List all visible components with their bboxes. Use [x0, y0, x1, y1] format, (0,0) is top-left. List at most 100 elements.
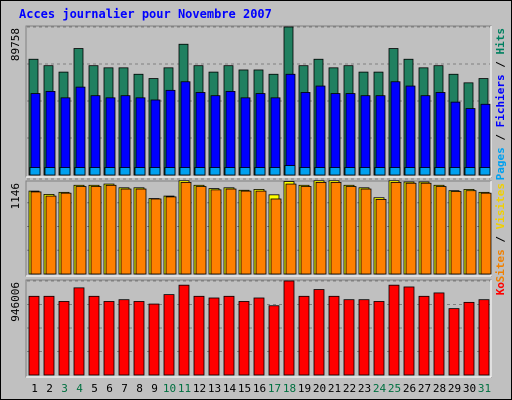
bar-pages-day-5 [89, 167, 101, 176]
bar-fichiers-day-9 [150, 99, 161, 176]
panel-top: 89758 Pages / Fichiers / Hits [9, 25, 507, 180]
bar-fichiers-day-10 [165, 89, 176, 176]
chart-panels: 89758 Pages / Fichiers / Hits 1146 Sites / … [9, 25, 507, 378]
bar-pages-day-19 [299, 167, 311, 176]
bar-sites-day-12 [195, 186, 207, 275]
bar-sites-day-30 [465, 190, 477, 275]
panel-top-ymax-label: 89758 [9, 28, 22, 61]
x-tick-label: 26 [403, 382, 416, 395]
legend-entry: / [494, 229, 507, 249]
bar-sites-day-18 [285, 183, 297, 275]
bar-pages-day-23 [359, 167, 371, 176]
x-tick-label: 21 [328, 382, 341, 395]
bar-sites-day-28 [435, 186, 447, 275]
bar-ko-day-17 [268, 305, 280, 376]
x-tick-label: 2 [46, 382, 53, 395]
bar-pages-day-20 [314, 167, 326, 176]
bar-ko-day-28 [433, 292, 445, 376]
legend-entry: Pages [494, 147, 507, 180]
bar-pages-day-1 [29, 167, 41, 176]
x-tick-label: 29 [448, 382, 461, 395]
panel-top-legend: Pages / Fichiers / Hits [494, 28, 507, 180]
bar-pages-day-3 [59, 167, 71, 176]
bar-fichiers-day-31 [480, 103, 491, 176]
bar-ko-day-4 [73, 287, 85, 376]
x-tick-label: 1 [31, 382, 38, 395]
bar-sites-day-14 [225, 188, 237, 275]
bar-fichiers-day-30 [465, 108, 476, 176]
panel-bottom-ymax-label: 946006 [9, 282, 22, 322]
bar-sites-day-9 [150, 198, 162, 275]
bar-fichiers-day-18 [285, 73, 296, 176]
bar-sites-day-3 [60, 192, 72, 275]
bar-sites-day-27 [420, 182, 432, 275]
bar-ko-day-9 [148, 303, 160, 376]
legend-entry: Fichiers [494, 74, 507, 127]
x-tick-label: 24 [373, 382, 387, 395]
bar-fichiers-day-19 [300, 92, 311, 176]
bar-fichiers-day-20 [315, 85, 326, 176]
legend-entry: / [494, 127, 507, 147]
bar-pages-day-11 [179, 167, 191, 176]
bar-pages-day-26 [404, 167, 416, 176]
bar-ko-day-19 [298, 295, 310, 376]
bar-pages-day-28 [434, 167, 446, 176]
legend-entry: Visites [494, 183, 507, 229]
bar-sites-day-4 [75, 186, 87, 275]
bar-sites-day-2 [45, 195, 57, 275]
bar-ko-day-11 [178, 284, 190, 376]
x-tick-label: 9 [151, 382, 158, 395]
x-tick-label: 30 [463, 382, 476, 395]
x-tick-label: 28 [433, 382, 446, 395]
bar-pages-day-7 [119, 167, 131, 176]
bar-ko-day-26 [403, 286, 415, 376]
bar-fichiers-day-24 [375, 95, 386, 176]
x-tick-label: 17 [268, 382, 281, 395]
x-tick-label: 15 [238, 382, 251, 395]
bar-ko-day-6 [103, 301, 115, 376]
bar-fichiers-day-7 [120, 95, 131, 176]
x-tick-label: 23 [358, 382, 371, 395]
x-tick-label: 27 [418, 382, 431, 395]
bar-pages-day-10 [164, 167, 176, 176]
bar-pages-day-2 [44, 167, 56, 176]
bar-pages-day-21 [329, 167, 341, 176]
bar-ko-day-25 [388, 284, 400, 376]
bar-sites-day-7 [120, 188, 132, 275]
bar-fichiers-day-27 [420, 95, 431, 176]
bar-sites-day-17 [270, 198, 282, 275]
bar-ko-day-29 [448, 308, 460, 376]
bar-ko-day-20 [313, 289, 325, 376]
legend-entry: Ko [494, 282, 507, 296]
bar-ko-day-8 [133, 301, 145, 376]
bar-ko-day-18 [283, 280, 295, 376]
bar-ko-day-1 [28, 295, 40, 376]
bar-sites-day-25 [390, 181, 402, 275]
bar-ko-day-10 [163, 294, 175, 376]
bar-ko-day-30 [463, 301, 475, 376]
panel-middle-legend: Sites / Visites [494, 183, 507, 282]
bar-fichiers-day-15 [240, 97, 251, 176]
panel-bottom-legend: Ko [494, 282, 507, 296]
bar-ko-day-15 [238, 301, 250, 376]
x-tick-label: 6 [106, 382, 113, 395]
legend-entry: Hits [494, 28, 507, 55]
bar-ko-day-7 [118, 299, 130, 376]
x-tick-label: 5 [91, 382, 98, 395]
bar-pages-day-18 [284, 165, 296, 176]
bar-sites-day-10 [165, 196, 177, 275]
bar-pages-day-27 [419, 167, 431, 176]
x-tick-label: 22 [343, 382, 356, 395]
bar-fichiers-day-1 [30, 93, 41, 176]
bar-sites-day-31 [480, 192, 492, 275]
bar-pages-day-4 [74, 167, 86, 176]
bar-ko-day-23 [358, 299, 370, 376]
x-tick-label: 8 [136, 382, 143, 395]
bar-ko-day-13 [208, 297, 220, 376]
x-tick-label: 25 [388, 382, 401, 395]
bar-pages-day-24 [374, 167, 386, 176]
bar-sites-day-23 [360, 188, 372, 275]
bar-fichiers-day-6 [105, 97, 116, 176]
bar-fichiers-day-2 [45, 91, 56, 176]
bar-sites-day-20 [315, 181, 327, 275]
